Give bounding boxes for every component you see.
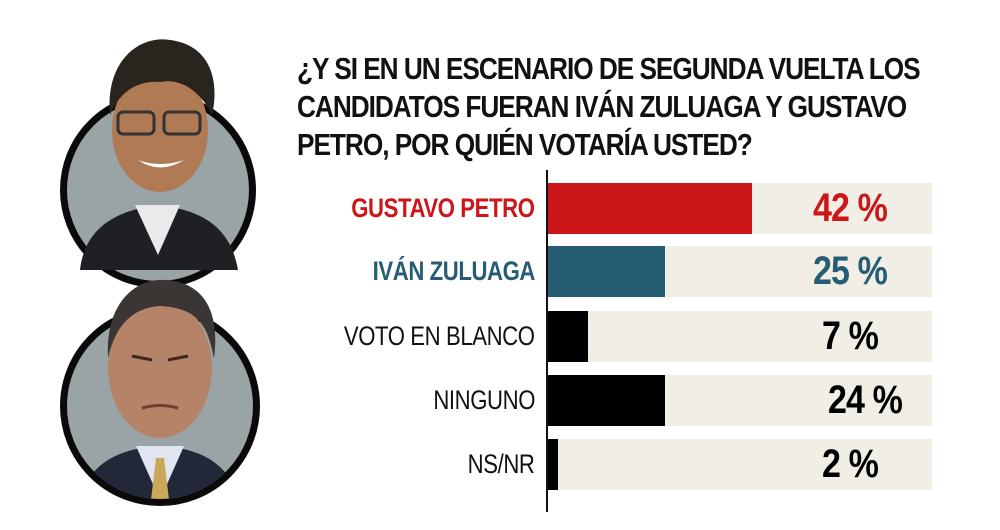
person-silhouette-icon: [80, 39, 238, 270]
bar: [548, 439, 558, 490]
bar-row-ns-nr: NS/NR 2 %: [330, 439, 950, 490]
y-axis-line: [546, 170, 548, 512]
title-line-1: ¿Y SI EN UN ESCENARIO DE SEGUNDA VUELTA …: [297, 52, 921, 86]
bar-label: NS/NR: [468, 449, 535, 479]
bar-value: 25 %: [812, 249, 888, 293]
bar: [548, 375, 665, 426]
bar-row-ninguno: NINGUNO 24 %: [330, 375, 950, 426]
bar: [548, 311, 588, 362]
portrait-gustavo-petro: [60, 20, 270, 288]
bar-label: IVÁN ZULUAGA: [372, 256, 536, 286]
bar-track: [548, 439, 932, 490]
bar: [548, 183, 752, 234]
bar-value: 24 %: [827, 378, 903, 422]
portrait-ivan-zuluaga: [60, 268, 270, 508]
bar-value: 42 %: [812, 186, 888, 230]
bar-row-voto-en-blanco: VOTO EN BLANCO 7 %: [330, 311, 950, 362]
bar-label: VOTO EN BLANCO: [344, 321, 535, 351]
bar-value: 2 %: [821, 442, 879, 486]
title-line-2: CANDIDATOS FUERAN IVÁN ZULUAGA Y GUSTAVO: [297, 90, 907, 124]
bar: [548, 246, 665, 297]
bar-row-gustavo-petro: GUSTAVO PETRO 42 %: [330, 183, 950, 234]
bar-track: [548, 311, 932, 362]
bar-value: 7 %: [821, 314, 879, 358]
chart-title: ¿Y SI EN UN ESCENARIO DE SEGUNDA VUELTA …: [297, 50, 921, 164]
bar-label: NINGUNO: [433, 385, 535, 415]
person-silhouette-icon: [78, 279, 242, 499]
title-line-3: PETRO, POR QUIÉN VOTARÍA USTED?: [297, 128, 753, 162]
bar-row-ivan-zuluaga: IVÁN ZULUAGA 25 %: [330, 246, 950, 297]
bar-label: GUSTAVO PETRO: [351, 193, 536, 223]
